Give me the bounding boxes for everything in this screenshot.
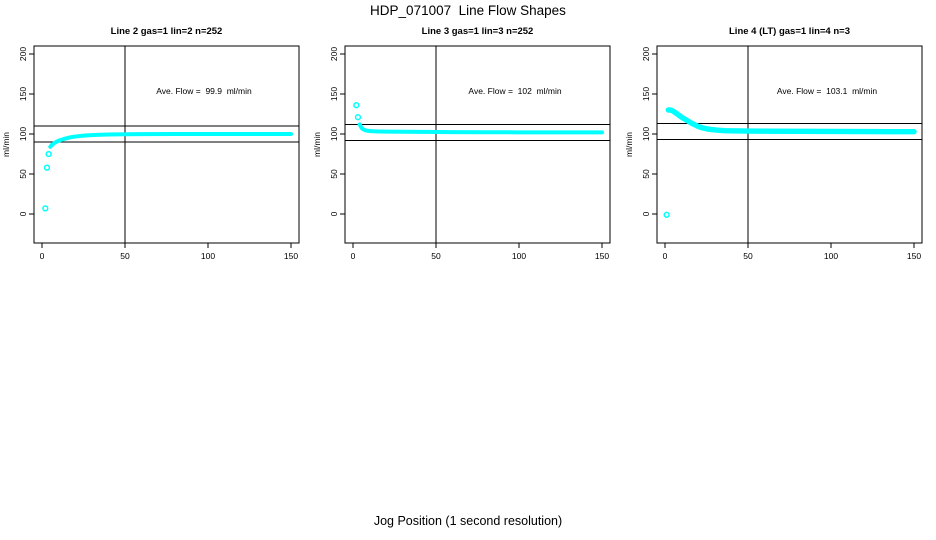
- x-tick-label: 50: [120, 251, 130, 261]
- x-tick-label: 100: [512, 251, 526, 261]
- ave-flow-annotation: Ave. Flow = 103.1 ml/min: [776, 86, 878, 96]
- x-tick-label: 0: [663, 251, 668, 261]
- data-band: [665, 107, 917, 135]
- outlier-point: [45, 150, 52, 158]
- figure-title: HDP_071007 Line Flow Shapes: [370, 3, 566, 18]
- ave-flow-annotation: Ave. Flow = 102 ml/min: [468, 86, 562, 96]
- plot-area-line2: 0 50 100 150 0 50 100 150 200 ml/min: [1, 45, 300, 261]
- panel-line4: Line 4 (LT) gas=1 lin=4 n=3 Ave. Flow = …: [624, 26, 923, 261]
- outlier-point: [663, 211, 670, 218]
- x-tick-label: 150: [907, 251, 921, 261]
- panel-title: Line 4 (LT) gas=1 lin=4 n=3: [729, 26, 850, 37]
- y-tick-label: 50: [641, 169, 651, 179]
- panel-line2: Line 2 gas=1 lin=2 n=252 Ave. Flow = 99.…: [1, 26, 300, 261]
- y-tick-label: 0: [18, 211, 28, 216]
- panel-line3: Line 3 gas=1 lin=3 n=252 Ave. Flow = 102…: [312, 26, 611, 261]
- plot-box: [33, 45, 300, 244]
- y-tick-label: 150: [329, 87, 339, 101]
- y-tick-label: 100: [329, 127, 339, 141]
- y-tick-label: 100: [18, 127, 28, 141]
- data-band: [357, 122, 604, 135]
- y-tick-label: 200: [329, 47, 339, 61]
- x-tick-label: 150: [595, 251, 609, 261]
- panel-title: Line 2 gas=1 lin=2 n=252: [110, 26, 223, 37]
- y-tick-label: 0: [329, 211, 339, 216]
- y-axis-label: ml/min: [312, 132, 322, 157]
- plot-box: [344, 45, 611, 244]
- y-tick-label: 150: [641, 87, 651, 101]
- y-tick-label: 150: [18, 87, 28, 101]
- x-tick-label: 100: [824, 251, 838, 261]
- panel-title: Line 3 gas=1 lin=3 n=252: [421, 26, 534, 37]
- x-tick-label: 0: [351, 251, 356, 261]
- data-band: [48, 132, 293, 149]
- x-axis-label: Jog Position (1 second resolution): [373, 514, 563, 528]
- y-tick-label: 100: [641, 127, 651, 141]
- y-tick-label: 50: [18, 169, 28, 179]
- x-tick-label: 50: [743, 251, 753, 261]
- x-tick-label: 0: [40, 251, 45, 261]
- outlier-point: [42, 205, 49, 212]
- y-tick-label: 50: [329, 169, 339, 179]
- plot-area-line4: 0 50 100 150 0 50 100 150 200 ml/min: [624, 45, 923, 261]
- y-tick-label: 200: [641, 47, 651, 61]
- outlier-point: [354, 114, 362, 121]
- y-axis-label: ml/min: [624, 132, 634, 157]
- y-tick-label: 0: [641, 211, 651, 216]
- y-tick-label: 200: [18, 47, 28, 61]
- plot-box: [656, 45, 923, 244]
- outlier-point: [43, 164, 51, 171]
- outlier-point: [353, 102, 360, 109]
- x-tick-label: 150: [284, 251, 298, 261]
- ave-flow-annotation: Ave. Flow = 99.9 ml/min: [156, 86, 252, 96]
- x-tick-label: 50: [431, 251, 441, 261]
- x-tick-label: 100: [201, 251, 215, 261]
- y-axis-label: ml/min: [1, 132, 11, 157]
- plot-area-line3: 0 50 100 150 0 50 100 150 200 ml/min: [312, 45, 611, 261]
